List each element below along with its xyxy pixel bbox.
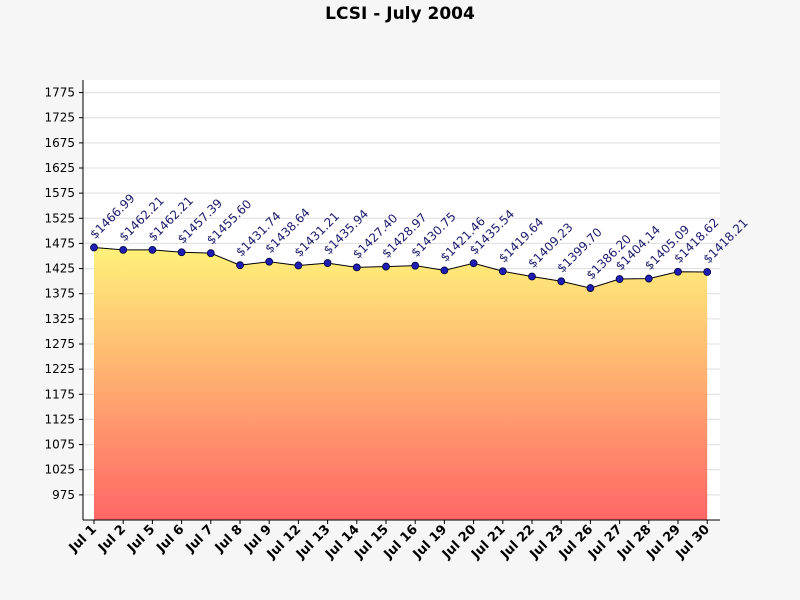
data-point [703,268,712,276]
y-tick-label: 1775 [44,86,75,100]
y-tick-label: 1225 [44,362,75,376]
data-point [236,261,244,270]
x-tick-label: Jul 7 [183,522,217,556]
data-point [411,261,420,270]
y-tick-label: 1625 [44,161,75,175]
data-point [644,274,653,283]
x-tick-label: Jul 2 [95,522,129,556]
y-tick-labels: 975 1025 1075 1125 1175 1225 1275 1325 1375 1425 1… [44,86,83,502]
data-point [352,263,361,272]
area-fill [94,247,708,520]
y-tick-label: 1075 [44,438,75,452]
data-point [498,267,507,276]
y-tick-label: 1425 [44,262,75,276]
y-tick-label: 1725 [44,111,75,125]
x-tick-label: Jul 5 [124,522,158,556]
y-tick-label: 1575 [44,186,75,200]
x-tick-label: Jul 8 [212,522,246,556]
x-tick-label: Jul 1 [66,522,100,556]
data-point [323,259,332,267]
data-markers [90,243,712,292]
y-tick-label: 1675 [44,136,75,150]
data-point [119,245,128,254]
y-tick-label: 975 [52,488,75,502]
data-point [90,243,98,252]
data-point [674,267,682,276]
data-point [440,266,449,275]
y-tick-label: 1025 [44,463,75,477]
y-tick-label: 1125 [44,412,75,426]
data-point [615,275,624,283]
chart-title: LCSI - July 2004 [325,4,475,24]
data-point [206,249,215,258]
data-point [586,284,595,292]
y-tick-label: 1475 [44,236,75,250]
y-tick-label: 1275 [44,337,75,351]
data-point [528,272,536,281]
data-point [265,257,274,266]
data-point [148,245,157,254]
data-point [469,259,478,268]
data-point [294,261,303,270]
series-line [93,246,708,289]
y-tick-label: 1325 [44,312,75,326]
data-point [177,248,186,257]
y-tick-label: 1175 [44,387,75,401]
data-point [382,262,390,271]
x-tick-label: Jul 6 [153,522,187,556]
y-tick-label: 1525 [44,211,75,225]
data-point [557,277,566,286]
y-tick-label: 1375 [44,287,75,301]
